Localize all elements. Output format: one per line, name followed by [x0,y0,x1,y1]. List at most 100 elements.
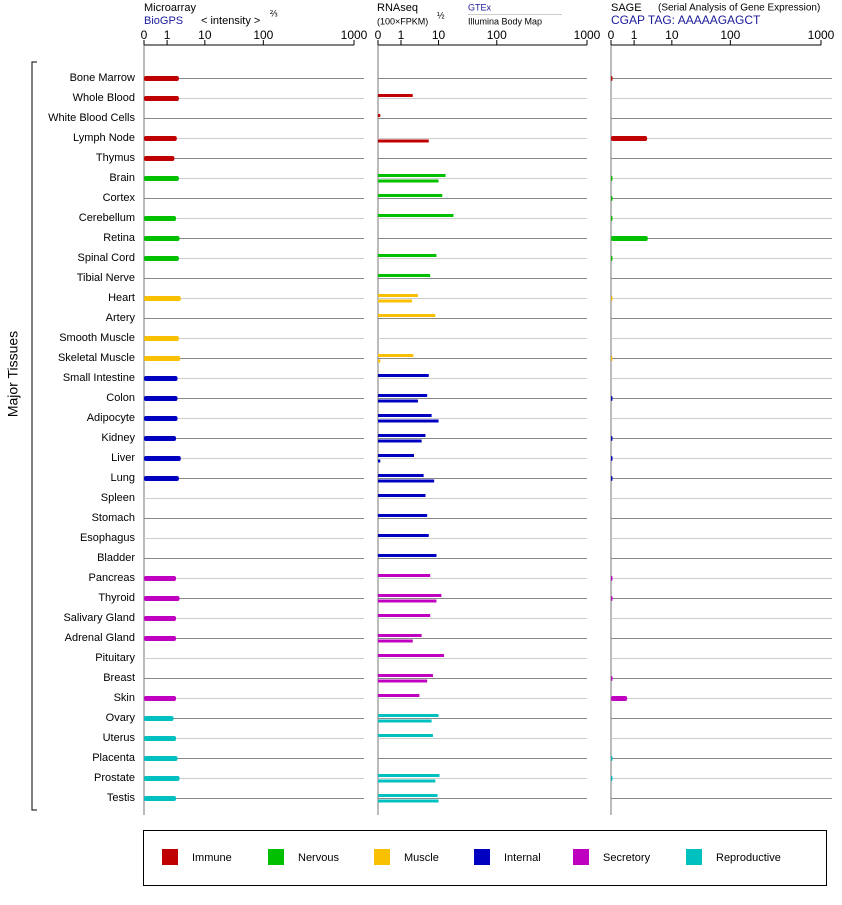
x-tick-label: 0 [141,28,148,42]
y-tick-label: Whole Blood [73,92,135,104]
bar [144,696,177,701]
bar [378,399,418,403]
bar [378,179,439,183]
bar [378,459,381,463]
bar [144,296,181,301]
bar [144,96,179,101]
bar [144,476,179,481]
y-tick-label: Adipocyte [87,412,135,424]
y-tick-label: Placenta [92,752,136,764]
bar [144,256,179,261]
panel-title: SAGE [611,2,642,14]
y-tick-label: Cortex [103,192,136,204]
bar [378,734,433,737]
bar [611,396,613,401]
bar [378,354,414,357]
bar [378,419,439,423]
x-tick-label: 10 [198,28,212,42]
y-tick-label: Esophagus [80,532,136,544]
y-tick-label: Lung [111,472,135,484]
panel-title: Microarray [144,2,196,14]
y-tick-label: Lymph Node [73,132,135,144]
bar [378,774,440,777]
bar [144,776,180,781]
bar [144,596,180,601]
bar [378,314,436,317]
y-tick-label: Smooth Muscle [59,332,135,344]
bar [144,376,178,381]
y-tick-label: Skeletal Muscle [58,352,135,364]
x-tick-label: 1000 [808,28,835,42]
panel-source: CGAP TAG: AAAAAGAGCT [611,13,761,27]
bar [378,214,454,217]
x-tick-label: 0 [375,28,382,42]
bar [378,714,439,717]
panel-subtitle: BioGPS [144,15,183,27]
bar [378,554,437,557]
bar [378,374,429,377]
y-tick-label: Spleen [101,492,135,504]
bar [378,474,424,477]
bar [611,596,613,601]
bar [378,174,446,177]
bar [378,779,436,783]
y-tick-label: Kidney [101,432,135,444]
bar [378,274,431,277]
legend-swatch [268,849,284,865]
legend-label: Secretory [603,852,651,864]
legend-label: Reproductive [716,852,781,864]
y-tick-label: Salivary Gland [63,612,135,624]
y-tick-label: Cerebellum [79,212,135,224]
bar [378,634,422,637]
y-tick-label: Uterus [103,732,136,744]
bar [611,356,613,361]
y-tick-label: Bladder [97,552,135,564]
y-tick-label: Tibial Nerve [77,272,135,284]
bar [378,799,439,803]
bar [378,534,429,537]
legend-swatch [474,849,490,865]
y-tick-label: Pituitary [95,652,135,664]
bar [144,76,179,81]
bar [378,679,428,683]
bar [378,434,426,437]
bar [378,674,433,677]
legend-label: Muscle [404,852,439,864]
x-label: < intensity > [201,15,260,27]
series-name: Illumina Body Map [468,16,542,26]
bar [611,776,613,781]
x-tick-label: 10 [432,28,446,42]
bar [378,574,431,577]
y-tick-label: Prostate [94,772,135,784]
y-tick-label: Thyroid [98,592,135,604]
bar [144,616,177,621]
bar [611,216,613,221]
bar [378,479,435,483]
series-name: GTEx [468,2,492,12]
y-tick-label: Artery [106,312,136,324]
bar [144,756,178,761]
bar [378,654,444,657]
bar [378,794,438,797]
bar [378,439,422,443]
bar [144,176,179,181]
bar [378,494,426,497]
y-tick-label: Spinal Cord [78,252,135,264]
bar [144,336,179,341]
x-tick-label: 1 [631,28,638,42]
y-tick-label: Brain [109,172,135,184]
bar [378,694,420,697]
bar [144,396,178,401]
bar [611,136,648,141]
bar [611,476,613,481]
bar [611,256,613,261]
bar [611,456,613,461]
x-label-power: ½ [437,10,445,20]
panel-subtitle: (Serial Analysis of Gene Expression) [658,3,820,14]
bar [378,639,413,643]
bar [611,436,613,441]
y-tick-label: Retina [103,232,136,244]
legend-label: Nervous [298,852,339,864]
bar [378,359,381,363]
bar [611,196,613,201]
